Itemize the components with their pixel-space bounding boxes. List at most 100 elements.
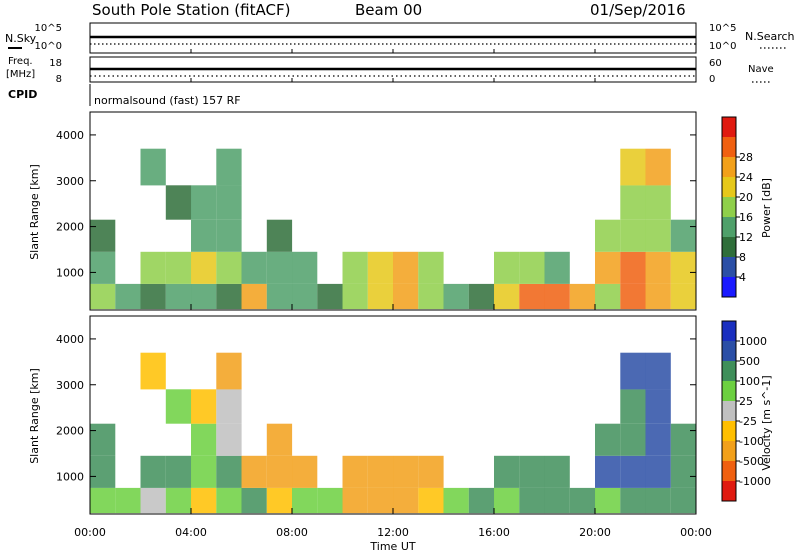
nsearch-tick-bottom: 10^0 [709,41,736,52]
heatmap-cell [468,487,495,514]
heatmap-cell [620,148,646,186]
heatmap-cell [241,487,267,514]
heatmap-cell [670,251,697,284]
noise-panel: N.Sky 10^5 10^0 10^5 10^0 N.Search [5,22,795,54]
heatmap-cell [191,389,217,424]
cpid-program: normalsound (fast) 157 RF [94,94,241,107]
heatmap-cell [645,455,671,488]
heatmap-cell [90,283,116,310]
colorbar-segment [722,341,736,361]
heatmap-cell [266,283,293,310]
heatmap-cell [140,487,166,514]
nsky-label: N.Sky [5,32,37,45]
heatmap-cell [115,487,141,514]
nsearch-label: N.Search [745,30,795,43]
heatmap-cell [494,455,520,488]
heatmap-cell [191,185,217,220]
colorbar-frame [721,320,737,502]
power-y-axis-label: Slant Range [km] [28,164,41,260]
velocity-y-axis-label: Slant Range [km] [28,368,41,464]
heatmap-cell [494,283,520,310]
heatmap-cell [443,487,469,514]
heatmap-cell [317,283,343,310]
heatmap-cell [393,283,419,310]
nsky-tick-top: 10^5 [35,23,62,34]
heatmap-cell [418,251,444,284]
heatmap-cell [292,251,318,284]
nave-tick-top: 60 [709,58,722,69]
heatmap-cell [140,352,166,390]
heatmap-cell [418,283,444,310]
heatmap-cell [165,389,192,424]
heatmap-cell [90,487,116,514]
heatmap-cell [670,487,697,514]
colorbar-tick-label: 500 [739,355,760,368]
heatmap-cell [670,423,697,456]
heatmap-cell [393,455,419,488]
heatmap-cell [266,251,293,284]
power-colorbar: 4 8 12 16 20 24 28 [721,116,753,298]
heatmap-cell [595,423,621,456]
heatmap-cell [620,352,646,390]
heatmap-cell [292,487,318,514]
freq-panel: Freq. [MHz] 18 8 60 0 Nave [6,56,774,85]
freq-label-line1: Freq. [8,56,33,67]
heatmap-cell [367,487,394,514]
heatmap-cell [645,487,671,514]
x-tick-label: 04:00 [175,526,207,539]
heatmap-cell [620,487,646,514]
heatmap-cell [519,283,545,310]
velocity-y-ticks: 1000 2000 3000 4000 [56,333,696,483]
heatmap-cell [645,352,671,390]
colorbar-tick-label: 20 [739,191,753,204]
cpid-label: CPID [8,88,37,101]
heatmap-cell [670,455,697,488]
heatmap-cell [595,219,621,252]
heatmap-cell [544,283,570,310]
y-tick-label: 2000 [56,221,84,234]
heatmap-cell [342,251,368,284]
nsearch-tick-top: 10^5 [709,23,736,34]
heatmap-cell [544,251,570,284]
heatmap-cell [569,487,596,514]
x-tick-label: 00:00 [680,526,712,539]
heatmap-cell [645,185,671,220]
colorbar-segment [722,321,736,341]
x-tick-label: 16:00 [478,526,510,539]
heatmap-cell [216,251,242,284]
heatmap-cell [393,251,419,284]
colorbar-segment [722,277,736,297]
heatmap-cell [494,251,520,284]
heatmap-cell [266,487,293,514]
heatmap-cell [216,185,242,220]
colorbar-segment [722,197,736,217]
heatmap-cell [519,455,545,488]
heatmap-cell [241,283,267,310]
heatmap-cell [342,455,368,488]
colorbar-tick-label: 8 [739,251,746,264]
freq-label-line2: [MHz] [6,69,35,80]
heatmap-cell [216,283,242,310]
heatmap-cell [620,455,646,488]
heatmap-cell [266,219,293,252]
power-y-ticks: 1000 2000 3000 4000 [56,129,696,279]
y-tick-label: 3000 [56,379,84,392]
velocity-panel: 1000 2000 3000 4000 Slant Range [km] 1000 50… [28,315,773,515]
colorbar-segment [722,117,736,137]
colorbar-segment [722,137,736,157]
heatmap-cell [216,352,242,390]
heatmap-cell [165,487,192,514]
colorbar-segment [722,441,736,461]
heatmap-cell [266,423,293,456]
colorbar-frame [721,116,737,298]
colorbar-segment [722,177,736,197]
colorbar-segment [722,421,736,441]
y-tick-label: 4000 [56,333,84,346]
heatmap-cell [266,455,293,488]
beam-title: Beam 00 [355,1,422,19]
heatmap-cell [670,283,697,310]
heatmap-cell [216,148,242,186]
colorbar-segment [722,237,736,257]
heatmap-cell [191,455,217,488]
